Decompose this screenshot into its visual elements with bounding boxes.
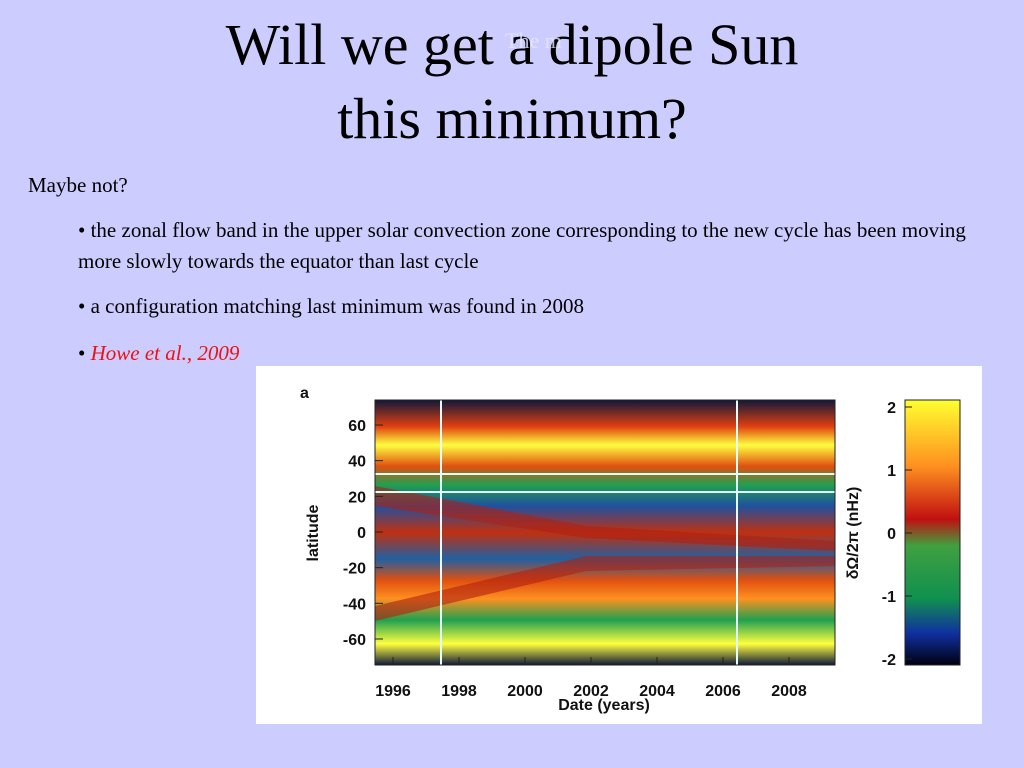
title-line: this minimum? <box>337 86 687 151</box>
colorbar-tick-label: 2 <box>887 400 896 417</box>
x-tick-label: 2002 <box>573 683 609 700</box>
x-tick-label: 1996 <box>375 683 411 700</box>
bullet: • Howe et al., 2009 <box>78 338 239 369</box>
colorbar <box>904 399 961 666</box>
x-tick-label: 2004 <box>639 683 675 700</box>
bullet: • a configuration matching last minimum … <box>78 294 585 318</box>
colorbar-label: δΩ/2π (nHz) <box>845 487 862 580</box>
bullet: • the zonal flow band in the upper solar… <box>78 218 966 273</box>
x-axis-label: Date (years) <box>558 697 650 714</box>
ghost-text: The m <box>505 28 562 53</box>
colorbar-tick-label: 0 <box>887 526 896 543</box>
panel-label: a <box>300 385 309 402</box>
y-tick-label: 0 <box>357 525 366 542</box>
bullet-marker: • <box>78 341 91 365</box>
y-tick-label: 60 <box>348 418 366 435</box>
colorbar-tick-label: -1 <box>882 589 896 606</box>
y-tick-label: 20 <box>348 489 366 506</box>
citation: Howe et al., 2009 <box>90 341 240 365</box>
y-axis-label: latitude <box>305 504 322 561</box>
title-line: Will we get a dipole Sun <box>225 12 799 77</box>
x-tick-label: 2000 <box>507 683 543 700</box>
flow-band <box>375 486 835 551</box>
y-tick-label: 40 <box>348 454 366 471</box>
heatmap <box>374 399 836 666</box>
title: Will we get a dipole Sun this minimum? <box>0 8 1024 156</box>
flow-band <box>375 556 835 621</box>
x-tick-label: 1998 <box>441 683 477 700</box>
y-tick-label: -20 <box>343 561 366 578</box>
y-tick-label: -60 <box>343 632 366 649</box>
colorbar-tick-label: 1 <box>887 463 896 480</box>
x-tick-label: 2006 <box>705 683 741 700</box>
colorbar-tick-label: -2 <box>882 652 896 669</box>
y-tick-label: -40 <box>343 596 366 613</box>
x-tick-label: 2008 <box>771 683 807 700</box>
intro: Maybe not? <box>28 173 128 197</box>
figure: a latitude Date (years) δΩ/2π (nHz) 60 40… <box>256 366 982 724</box>
